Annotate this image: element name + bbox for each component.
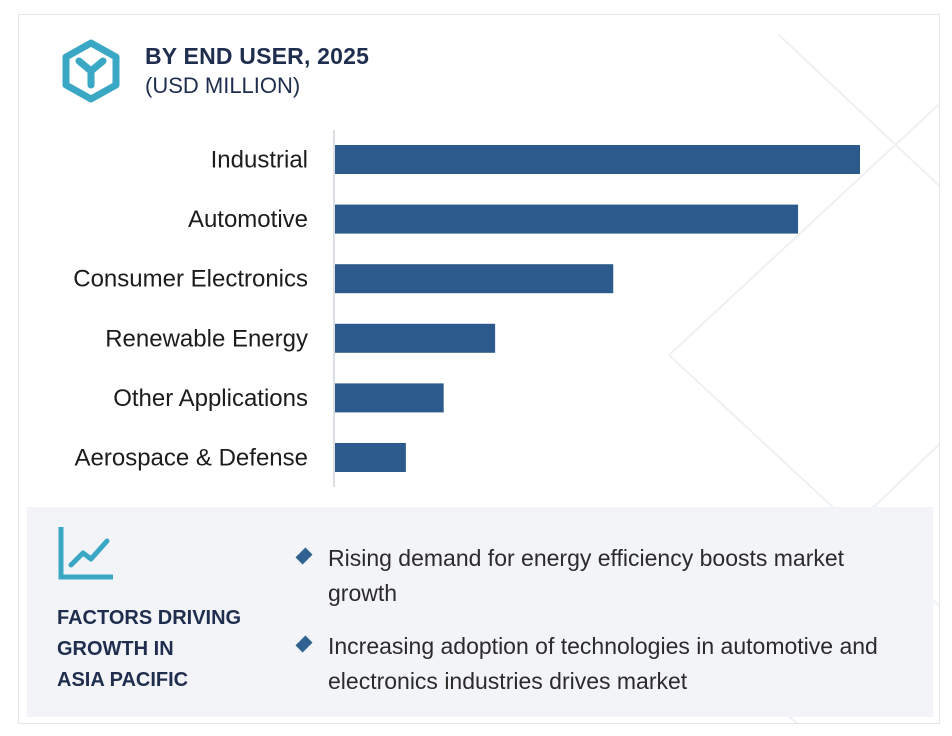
bar-chart: Industrial Automotive Consumer Electronics…: [73, 130, 860, 487]
diamond-bullet-icon: [295, 635, 313, 653]
category-label: Aerospace & Defense: [75, 445, 308, 472]
brand-logo-icon: [62, 39, 120, 103]
category-label: Renewable Energy: [105, 325, 308, 352]
bar: [335, 145, 860, 174]
infographic-card: BY END USER, 2025 (USD MILLION) Industri…: [18, 14, 940, 724]
chart-title: BY END USER, 2025: [145, 43, 370, 69]
category-label: Other Applications: [113, 385, 308, 412]
factors-heading: FACTORS DRIVING GROWTH IN ASIA PACIFIC: [57, 607, 242, 691]
category-label: Automotive: [188, 206, 308, 233]
category-label: Industrial: [211, 147, 308, 174]
bar: [335, 383, 444, 413]
factors-panel: FACTORS DRIVING GROWTH IN ASIA PACIFIC R…: [27, 507, 933, 717]
bar: [335, 443, 406, 472]
factor-text: Rising demand for energy efficiency boos…: [328, 545, 845, 606]
category-label: Consumer Electronics: [73, 266, 308, 293]
bar: [335, 264, 614, 294]
bar: [335, 323, 496, 353]
factor-text: Increasing adoption of technologies in a…: [328, 633, 878, 694]
trend-line-icon: [58, 527, 113, 580]
chart-subtitle: (USD MILLION): [145, 73, 301, 98]
diamond-bullet-icon: [295, 547, 313, 565]
bar: [335, 204, 799, 234]
